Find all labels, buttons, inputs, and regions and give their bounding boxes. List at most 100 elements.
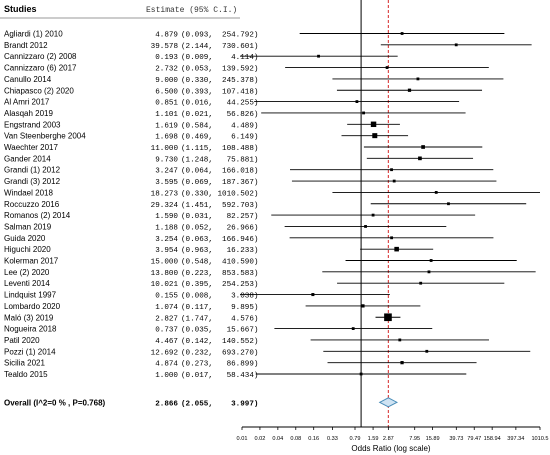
study-name: Leventi 2014 (4, 279, 50, 288)
point-estimate-square (398, 338, 402, 342)
x-tick-label: 1010.5 (531, 436, 548, 442)
study-estimate: 0.851 (155, 100, 178, 108)
x-tick-label: 397.34 (507, 436, 524, 442)
point-estimate-square (311, 293, 315, 297)
study-name: Waechter 2017 (4, 143, 59, 152)
point-estimate-square (362, 111, 365, 115)
point-estimate-square (390, 236, 394, 240)
study-estimate: 4.879 (155, 32, 178, 40)
x-tick-label: 0.02 (254, 436, 265, 442)
study-name: Tealdo 2015 (4, 370, 48, 379)
study-name: Alasqah 2019 (4, 109, 53, 118)
study-name: Al Amri 2017 (4, 98, 50, 107)
point-estimate-square (400, 32, 404, 35)
point-estimate-square (447, 202, 450, 206)
x-axis-label: Odds Ratio (log scale) (351, 444, 430, 453)
study-estimate: 15.000 (151, 259, 179, 267)
study-name: Cannizzaro (6) 2017 (4, 64, 77, 73)
study-estimate: 1.590 (155, 213, 178, 221)
study-estimate: 4.874 (155, 361, 178, 369)
study-ci: (0.548, 410.590) (181, 259, 258, 267)
point-estimate-square (421, 145, 425, 149)
study-name: Grandi (3) 2012 (4, 177, 61, 186)
study-ci: (0.963, 16.233) (181, 247, 258, 255)
study-ci: (0.009, 4.114) (181, 54, 258, 62)
x-tick-label: 0.04 (272, 436, 283, 442)
study-name: Nogueira 2018 (4, 325, 57, 334)
study-name: Lee (2) 2020 (4, 268, 50, 277)
header-estimate: Estimate (95% C.I.) (146, 6, 237, 15)
study-name: Grandi (1) 2012 (4, 166, 61, 175)
study-name: Brandt 2012 (4, 41, 48, 50)
study-name: Canullo 2014 (4, 75, 52, 84)
point-estimate-square (317, 54, 320, 58)
point-estimate-square (419, 281, 423, 285)
study-name: Higuchi 2020 (4, 245, 51, 254)
point-estimate-square (351, 327, 355, 330)
point-estimate-square (454, 43, 458, 47)
study-ci: (0.031, 82.257) (181, 213, 258, 221)
study-estimate: 1.188 (155, 224, 178, 232)
study-ci: (0.016, 44.255) (181, 100, 258, 108)
header-studies: Studies (4, 4, 37, 14)
study-name: Lindquist 1997 (4, 291, 57, 300)
study-estimate: 3.954 (155, 247, 178, 255)
overall-estimate: 2.866 (155, 400, 178, 408)
x-axis: 0.01 0.02 0.04 0.08 0.16 0.33 0.79 1.59 2.87 7.95… (237, 426, 549, 442)
x-tick-label: 7.95 (409, 436, 420, 442)
x-tick-label: 0.08 (290, 436, 301, 442)
x-tick-label: 158.94 (484, 436, 501, 442)
study-estimate: 9.000 (155, 77, 178, 85)
study-estimate: 29.324 (151, 202, 179, 210)
point-estimate-square (427, 270, 431, 274)
point-estimate-square (416, 77, 420, 81)
point-estimate-square (364, 225, 367, 228)
study-name: Guida 2020 (4, 234, 46, 243)
study-name: Van Steenberghe 2004 (4, 132, 86, 141)
study-ci: (0.395, 254.253) (181, 281, 258, 289)
study-estimate: 1.101 (155, 111, 178, 119)
study-ci: (1.115, 108.488) (181, 145, 258, 153)
study-ci: (0.584, 4.489) (181, 122, 258, 130)
study-estimate: 39.578 (151, 43, 179, 51)
point-estimate-square (434, 191, 438, 194)
point-estimate-square (361, 304, 365, 308)
point-estimate-square (425, 349, 429, 353)
study-estimate: 10.021 (151, 281, 179, 289)
study-ci: (0.008, 3.038) (181, 293, 258, 301)
study-name: Engstrand 2003 (4, 120, 61, 129)
study-ci: (0.064, 166.018) (181, 168, 258, 176)
study-ci: (0.142, 140.552) (181, 338, 258, 346)
study-estimate: 6.500 (155, 88, 178, 96)
point-estimate-square (372, 133, 378, 139)
study-estimate: 18.273 (151, 190, 179, 198)
x-tick-label: 1.59 (368, 436, 379, 442)
study-estimate: 1.619 (155, 122, 178, 130)
point-estimate-square (371, 213, 375, 217)
study-ci: (0.273, 86.899) (181, 361, 258, 369)
study-ci: (0.021, 56.826) (181, 111, 258, 119)
study-name: Pozzi (1) 2014 (4, 347, 56, 356)
x-tick-label: 39.73 (449, 436, 463, 442)
x-tick-label: 0.16 (308, 436, 319, 442)
x-tick-label: 0.79 (350, 436, 361, 442)
study-ci: (0.069, 187.367) (181, 179, 258, 187)
x-tick-label: 79.47 (467, 436, 481, 442)
study-ci: (0.063, 166.946) (181, 236, 258, 244)
x-tick-label: 0.01 (237, 436, 248, 442)
point-estimate-square (385, 66, 389, 69)
study-name: Chiapasco (2) 2020 (4, 86, 74, 95)
study-name: Kolerman 2017 (4, 257, 59, 266)
study-estimate: 13.800 (151, 270, 179, 278)
study-estimate: 1.000 (155, 372, 178, 380)
overall-diamond (378, 397, 399, 408)
study-ci: (1.248, 75.881) (181, 156, 258, 164)
overall-label: Overall (I^2=0 % , P=0.768) (4, 398, 106, 407)
study-ci: (0.117, 9.895) (181, 304, 258, 312)
point-estimate-square (359, 372, 363, 376)
study-name: Roccuzzo 2016 (4, 200, 60, 209)
study-rows: Agliardi (1) 2010 4.879 (0.093, 254.792) Br… (4, 30, 258, 409)
study-estimate: 11.000 (151, 145, 179, 153)
overall-ci: (2.055, 3.997) (181, 400, 258, 408)
